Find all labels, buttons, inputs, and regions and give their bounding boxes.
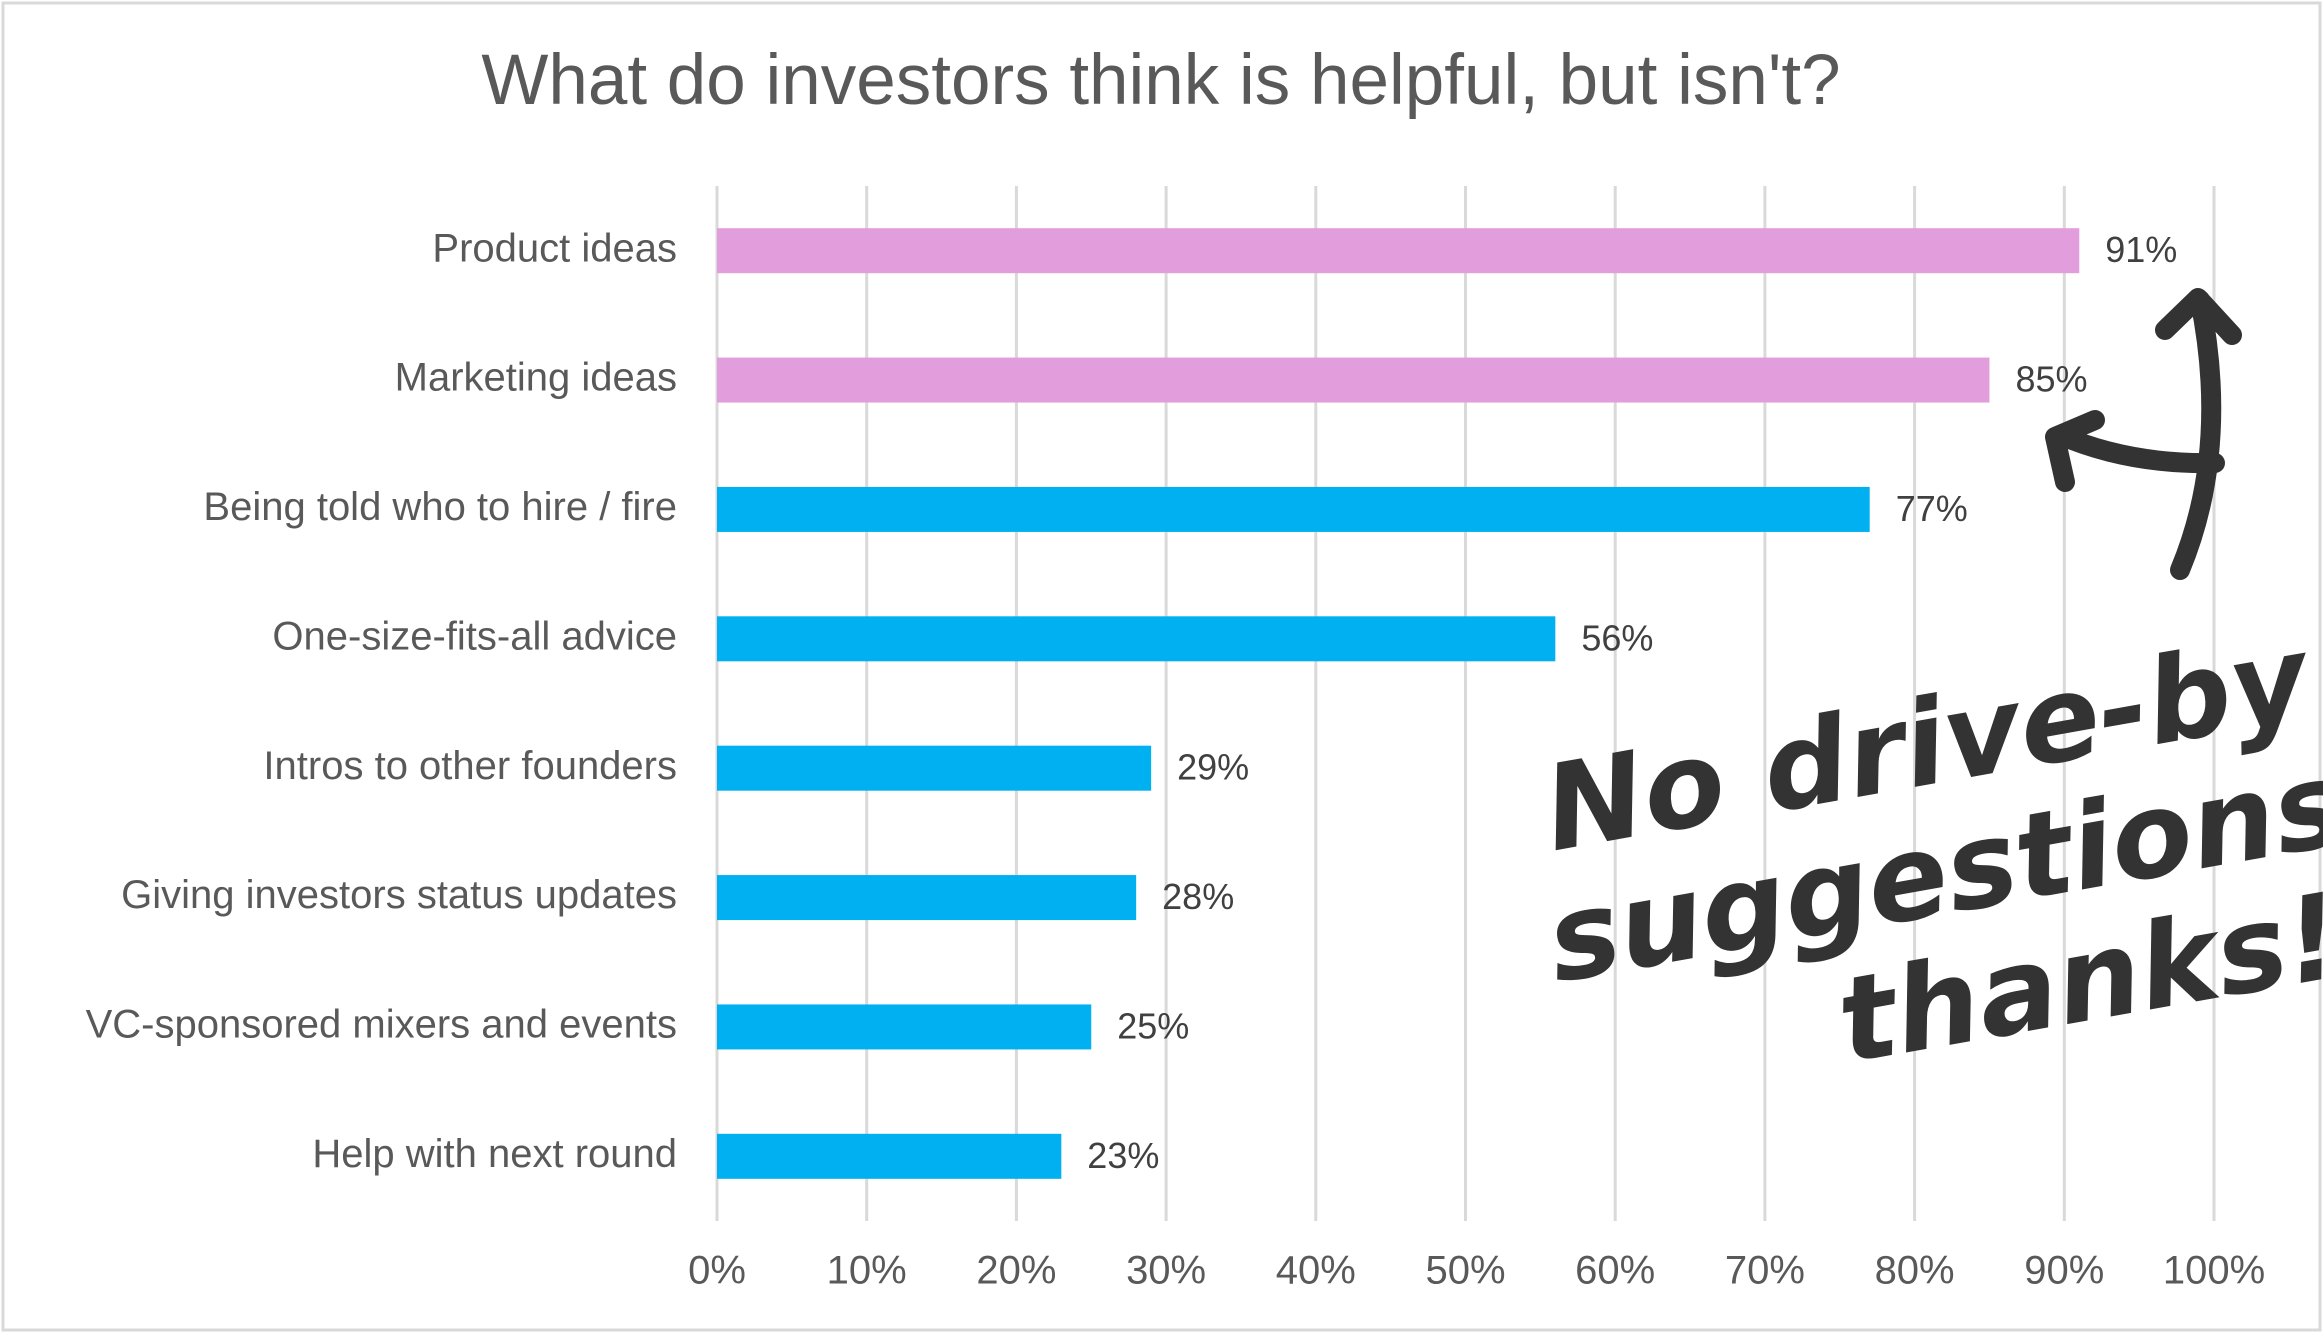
y-tick-label: One-size-fits-all advice	[272, 614, 677, 658]
y-tick-label: Marketing ideas	[395, 356, 677, 400]
bar	[717, 1133, 1062, 1179]
value-label: 91%	[2105, 229, 2177, 270]
value-label: 56%	[1581, 617, 1653, 658]
value-label: 29%	[1177, 747, 1249, 788]
bar	[717, 357, 1990, 403]
arrowhead-left	[2045, 410, 2105, 492]
x-tick-label: 100%	[2163, 1249, 2265, 1293]
bar	[717, 228, 2080, 274]
x-tick-label: 30%	[1126, 1249, 1206, 1293]
chart-title: What do investors think is helpful, but …	[481, 41, 1840, 120]
arrowhead-up	[2155, 288, 2242, 345]
x-tick-label: 0%	[688, 1249, 746, 1293]
x-tick-label: 80%	[1875, 1249, 1955, 1293]
arrow-left	[2050, 425, 2225, 474]
value-label: 28%	[1162, 876, 1234, 917]
hand-arrows	[2045, 288, 2242, 580]
value-label: 25%	[1117, 1005, 1189, 1046]
x-tick-label: 60%	[1575, 1249, 1655, 1293]
value-label: 23%	[1087, 1135, 1159, 1176]
y-tick-label: Product ideas	[432, 226, 677, 270]
x-tick-label: 10%	[827, 1249, 907, 1293]
bar	[717, 1004, 1092, 1050]
y-tick-label: Help with next round	[312, 1132, 677, 1176]
x-tick-label: 50%	[1425, 1249, 1505, 1293]
x-tick-label: 90%	[2024, 1249, 2104, 1293]
bar	[717, 486, 1870, 532]
x-tick-label: 40%	[1276, 1249, 1356, 1293]
y-tick-label: Intros to other founders	[263, 744, 677, 788]
value-label: 85%	[2015, 359, 2087, 400]
bar	[717, 616, 1556, 662]
y-tick-label: Being told who to hire / fire	[203, 485, 677, 529]
value-label: 77%	[1896, 488, 1968, 529]
plot-area: 0% 10% 20% 30% 40% 50% 60% 70% 80% 90% 100% Product…	[86, 186, 2265, 1293]
x-tick-label: 20%	[976, 1249, 1056, 1293]
bar	[717, 745, 1152, 791]
y-tick-label: VC-sponsored mixers and events	[86, 1003, 677, 1047]
bar	[717, 875, 1137, 921]
x-tick-label: 70%	[1725, 1249, 1805, 1293]
y-tick-label: Giving investors status updates	[121, 873, 677, 917]
arrow-up	[2170, 290, 2222, 580]
